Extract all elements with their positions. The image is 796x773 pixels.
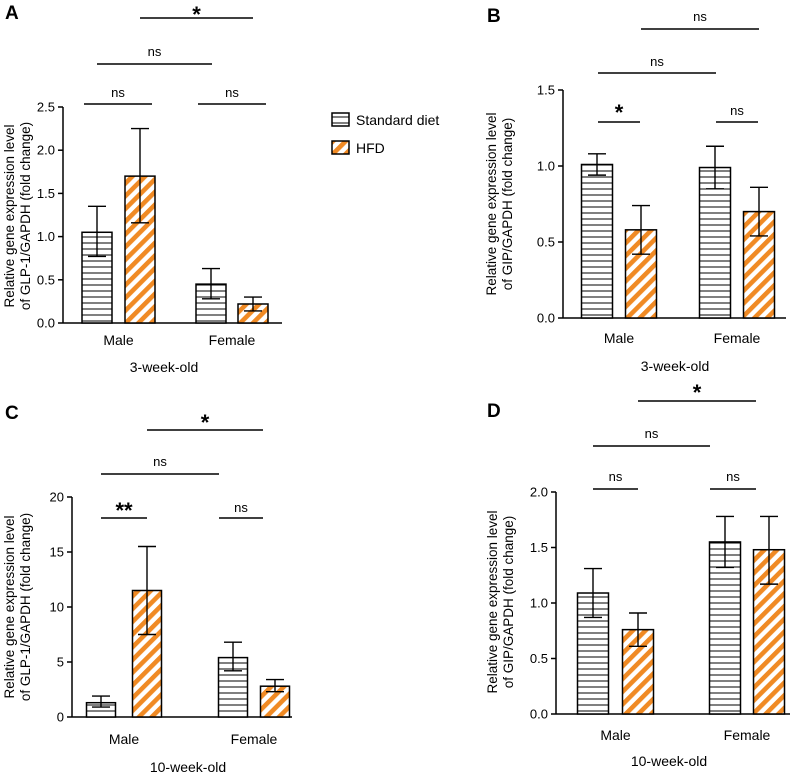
panel-letter-b: B <box>487 6 501 27</box>
y-tick-label-a: 2.0 <box>37 143 55 158</box>
significance-label-b: * <box>615 100 624 125</box>
significance-label-a: * <box>192 2 201 27</box>
y-tick-label-c: 20 <box>50 490 64 505</box>
y-axis-label-b-line2: of GIP/GAPDH (fold change) <box>500 118 515 291</box>
significance-label-c: * <box>201 410 210 435</box>
x-axis-title-b: 3-week-old <box>641 358 709 374</box>
significance-label-d: * <box>693 380 702 405</box>
x-axis-title-a: 3-week-old <box>130 359 198 375</box>
y-tick-label-a: 1.0 <box>37 229 55 244</box>
panel-letter-a: A <box>5 3 19 24</box>
category-label-a: Male <box>103 332 134 348</box>
panel-a: A Relative gene expression level of GLP-… <box>2 2 282 375</box>
y-tick-label-a: 2.5 <box>37 100 55 115</box>
significance-label-d: ns <box>609 469 623 484</box>
significance-label-c: ns <box>153 454 167 469</box>
y-tick-label-b: 1.5 <box>537 83 555 98</box>
panel-c: C Relative gene expression level of GLP-… <box>2 403 292 773</box>
y-tick-label-c: 15 <box>50 545 64 560</box>
significance-label-a: ns <box>111 85 125 100</box>
category-label-d: Female <box>724 727 771 743</box>
category-label-c: Female <box>231 731 278 747</box>
x-axis-title-d: 10-week-old <box>631 753 707 769</box>
legend-item-hfd: HFD <box>331 140 385 156</box>
y-tick-label-c: 0 <box>57 710 64 725</box>
y-tick-label-b: 1.0 <box>537 159 555 174</box>
significance-label-b: ns <box>693 9 707 24</box>
y-tick-label-c: 10 <box>50 600 64 615</box>
bar-b-standard-diet-female <box>698 166 732 319</box>
y-tick-label-d: 0.0 <box>530 707 548 722</box>
legend-item-standard-diet: Standard diet <box>331 112 439 128</box>
legend-swatch-standard-diet <box>331 112 350 127</box>
panel-letter-c: C <box>5 403 19 424</box>
y-tick-label-a: 1.5 <box>37 186 55 201</box>
legend-label-standard-diet: Standard diet <box>356 112 439 128</box>
y-tick-label-b: 0.0 <box>537 311 555 326</box>
y-axis-label-d-line1: Relative gene expression level <box>485 510 500 693</box>
panel-b: B Relative gene expression level of GIP/… <box>484 6 786 374</box>
y-tick-label-d: 1.5 <box>530 540 548 555</box>
significance-label-c: ns <box>234 500 248 515</box>
legend-swatch-hfd <box>331 140 350 155</box>
y-axis-label-d-line2: of GIP/GAPDH (fold change) <box>501 516 516 689</box>
category-label-a: Female <box>209 332 256 348</box>
panel-d: D Relative gene expression level of GIP/… <box>485 380 790 769</box>
significance-label-d: ns <box>645 426 659 441</box>
legend: Standard diet HFD <box>331 112 439 156</box>
y-axis-label-a-line1: Relative gene expression level <box>2 124 17 307</box>
category-label-b: Male <box>604 330 635 346</box>
y-tick-label-a: 0.0 <box>37 316 55 331</box>
y-tick-label-d: 1.0 <box>530 596 548 611</box>
significance-label-b: ns <box>650 54 664 69</box>
significance-label-b: ns <box>730 103 744 118</box>
y-axis-label-c-line2: of GLP-1/GAPDH (fold change) <box>18 513 33 701</box>
bar-b-standard-diet-male <box>580 163 614 319</box>
y-axis-label-c-line1: Relative gene expression level <box>2 515 17 698</box>
category-label-b: Female <box>714 330 761 346</box>
significance-label-c: ** <box>115 498 133 523</box>
y-tick-label-b: 0.5 <box>537 235 555 250</box>
bar-d-standard-diet-female <box>708 541 742 715</box>
y-tick-label-d: 2.0 <box>530 485 548 500</box>
y-tick-label-d: 0.5 <box>530 651 548 666</box>
significance-label-d: ns <box>726 469 740 484</box>
y-tick-label-c: 5 <box>57 655 64 670</box>
significance-label-a: ns <box>225 85 239 100</box>
y-axis-label-a-line2: of GLP-1/GAPDH (fold change) <box>18 122 33 310</box>
category-label-c: Male <box>109 731 140 747</box>
panel-letter-d: D <box>487 401 501 422</box>
category-label-d: Male <box>600 727 631 743</box>
y-axis-label-b-line1: Relative gene expression level <box>484 112 499 295</box>
y-tick-label-a: 0.5 <box>37 272 55 287</box>
x-axis-title-c: 10-week-old <box>150 759 226 773</box>
significance-label-a: ns <box>148 44 162 59</box>
legend-label-hfd: HFD <box>356 140 385 156</box>
